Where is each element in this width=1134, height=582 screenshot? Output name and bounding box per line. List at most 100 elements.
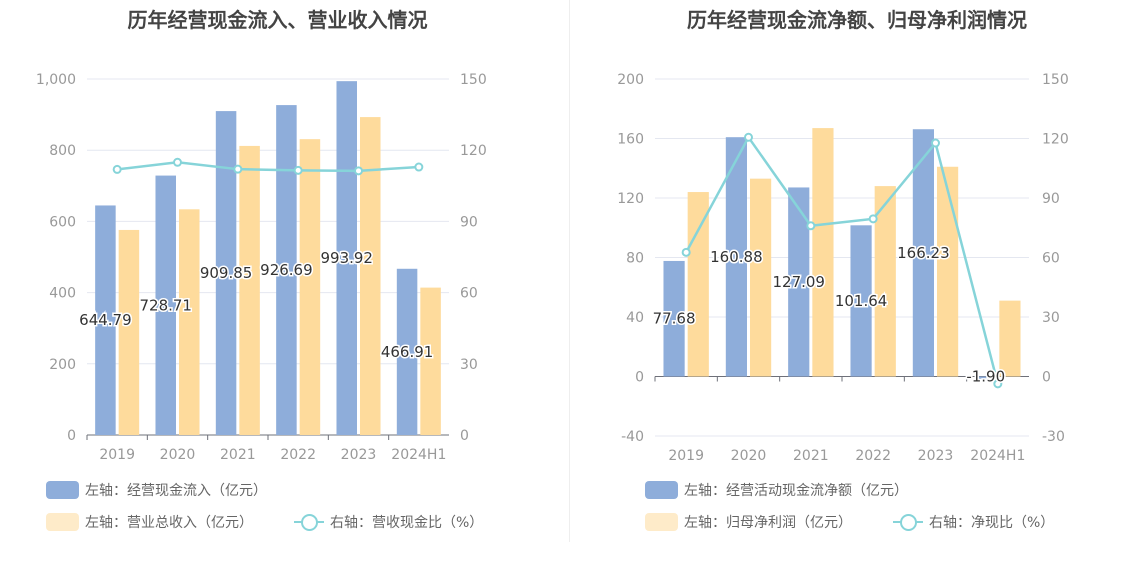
legend-item-cash-ratio[interactable]: 右轴：营收现金比（%） xyxy=(294,511,483,533)
panel-divider xyxy=(569,0,570,542)
bar-series-2 xyxy=(118,229,140,435)
bar-series-2 xyxy=(937,166,959,377)
x-tick-label: 2022 xyxy=(855,448,891,464)
x-tick-label: 2021 xyxy=(793,448,829,464)
bar-series-1 xyxy=(95,205,116,435)
legend-item-net-cash-ratio[interactable]: 右轴：净现比（%） xyxy=(893,511,1054,533)
y-tick-label-left: 120 xyxy=(617,191,644,207)
y-tick-label-left: 400 xyxy=(49,286,76,302)
y-tick-label-left: 0 xyxy=(67,428,76,444)
bar-series-2 xyxy=(999,300,1021,377)
line-point xyxy=(354,166,363,176)
line-series xyxy=(685,134,1000,385)
y-tick-label-left: 160 xyxy=(617,132,644,148)
bar-series-2 xyxy=(687,192,709,377)
legend-item-net-profit[interactable]: 左轴：归母净利润（亿元） xyxy=(645,511,852,533)
legend-item-revenue[interactable]: 左轴：营业总收入（亿元） xyxy=(46,511,253,533)
bar-data-label: 127.09 xyxy=(772,273,825,291)
y-tick-label-right: 120 xyxy=(1042,132,1069,148)
y-tick-label-right: 30 xyxy=(1042,310,1060,326)
legend-label: 左轴：归母净利润（亿元） xyxy=(684,515,852,531)
y-tick-label-right: -30 xyxy=(1042,429,1065,445)
bar-series-2 xyxy=(874,186,896,377)
bar-series-1 xyxy=(912,129,934,377)
y-tick-label-right: 120 xyxy=(460,143,487,159)
bar-data-label: 728.71 xyxy=(139,296,192,314)
bar-series-1 xyxy=(276,105,297,435)
y-tick-label-left: 200 xyxy=(49,357,76,373)
x-tick-label: 2024H1 xyxy=(391,447,446,463)
x-tick-label: 2021 xyxy=(220,447,256,463)
y-tick-label-left: 600 xyxy=(49,214,76,230)
line-point xyxy=(931,138,940,148)
y-tick-label-right: 30 xyxy=(460,357,478,373)
legend-swatch-icon xyxy=(46,481,79,499)
bar-series-2 xyxy=(299,139,321,435)
bar-series-1 xyxy=(663,260,685,377)
legend-item-cash-inflow[interactable]: 左轴：经营现金流入（亿元） xyxy=(46,479,267,501)
bar-series-1 xyxy=(396,268,418,435)
bar-series-1 xyxy=(215,111,237,436)
y-tick-label-right: 150 xyxy=(460,72,487,88)
line-point xyxy=(806,221,816,231)
x-tick-label: 2024H1 xyxy=(970,448,1025,464)
line-point xyxy=(112,164,122,174)
bar-series-2 xyxy=(360,117,381,435)
y-tick-label-right: 0 xyxy=(460,428,469,444)
line-point xyxy=(993,379,1003,389)
y-tick-label-right: 60 xyxy=(460,286,478,302)
x-tick-label: 2019 xyxy=(99,447,135,463)
x-tick-label: 2022 xyxy=(280,447,316,463)
legend-swatch-icon xyxy=(46,513,79,531)
x-tick-label: 2019 xyxy=(668,448,704,464)
bar-series-2 xyxy=(179,209,200,435)
y-tick-label-right: 90 xyxy=(460,214,478,230)
x-tick-label: 2020 xyxy=(160,447,196,463)
y-tick-label-left: 1,000 xyxy=(36,72,76,88)
chart-left: 0 200 400 600 800 1,000 0 30 60 90 120 150 2019 2020 2… xyxy=(36,72,487,463)
bar-data-label: 926.69 xyxy=(260,261,313,279)
x-tick-label: 2020 xyxy=(731,448,767,464)
bar-data-label: 909.85 xyxy=(200,264,253,282)
legend-swatch-icon xyxy=(645,513,678,531)
y-tick-label-right: 60 xyxy=(1042,251,1060,267)
line-point xyxy=(233,164,243,174)
bar-data-label: 160.88 xyxy=(710,248,763,266)
legend-label: 左轴：经营活动现金流净额（亿元） xyxy=(684,483,908,499)
x-tick-label: 2023 xyxy=(341,447,377,463)
bar-series-2 xyxy=(239,145,260,436)
line-point xyxy=(173,157,182,167)
bar-series-1 xyxy=(975,376,997,380)
chart-right: -40 0 40 80 120 160 200 -30 0 30 60 90 120 150 2019 202… xyxy=(617,72,1069,464)
line-point xyxy=(868,214,878,224)
line-point xyxy=(681,247,691,257)
bar-data-label: 77.68 xyxy=(653,310,696,328)
y-tick-label-right: 90 xyxy=(1042,191,1060,207)
x-tick-label: 2023 xyxy=(918,448,954,464)
bar-data-label: 466.91 xyxy=(381,343,434,361)
legend-item-net-cash-flow[interactable]: 左轴：经营活动现金流净额（亿元） xyxy=(645,479,908,501)
bar-series-2 xyxy=(812,128,834,377)
bar-data-label: 644.79 xyxy=(79,311,132,329)
legend-label: 右轴：营收现金比（%） xyxy=(330,515,484,531)
bar-series-1 xyxy=(850,225,872,377)
legend-label: 左轴：营业总收入（亿元） xyxy=(85,515,253,531)
y-tick-label-left: 80 xyxy=(626,251,644,267)
chart-title-right: 历年经营现金流净额、归母净利润情况 xyxy=(687,8,1027,32)
bar-series-2 xyxy=(420,287,441,435)
line-point xyxy=(744,132,753,142)
bar-series-1 xyxy=(155,175,176,436)
y-tick-label-left: 800 xyxy=(49,143,76,159)
line-series xyxy=(117,161,419,173)
legend-label: 左轴：经营现金流入（亿元） xyxy=(85,483,267,499)
chart-title-left: 历年经营现金流入、营业收入情况 xyxy=(127,8,428,32)
bar-data-label: 101.64 xyxy=(835,292,888,310)
bar-data-label: 166.23 xyxy=(897,244,950,262)
legend-swatch-icon xyxy=(645,481,678,499)
line-point xyxy=(293,165,303,175)
bar-series-2 xyxy=(750,178,772,377)
bar-series-1 xyxy=(788,187,810,377)
legend-label: 右轴：净现比（%） xyxy=(929,515,1055,531)
bar-series-1 xyxy=(725,137,747,377)
